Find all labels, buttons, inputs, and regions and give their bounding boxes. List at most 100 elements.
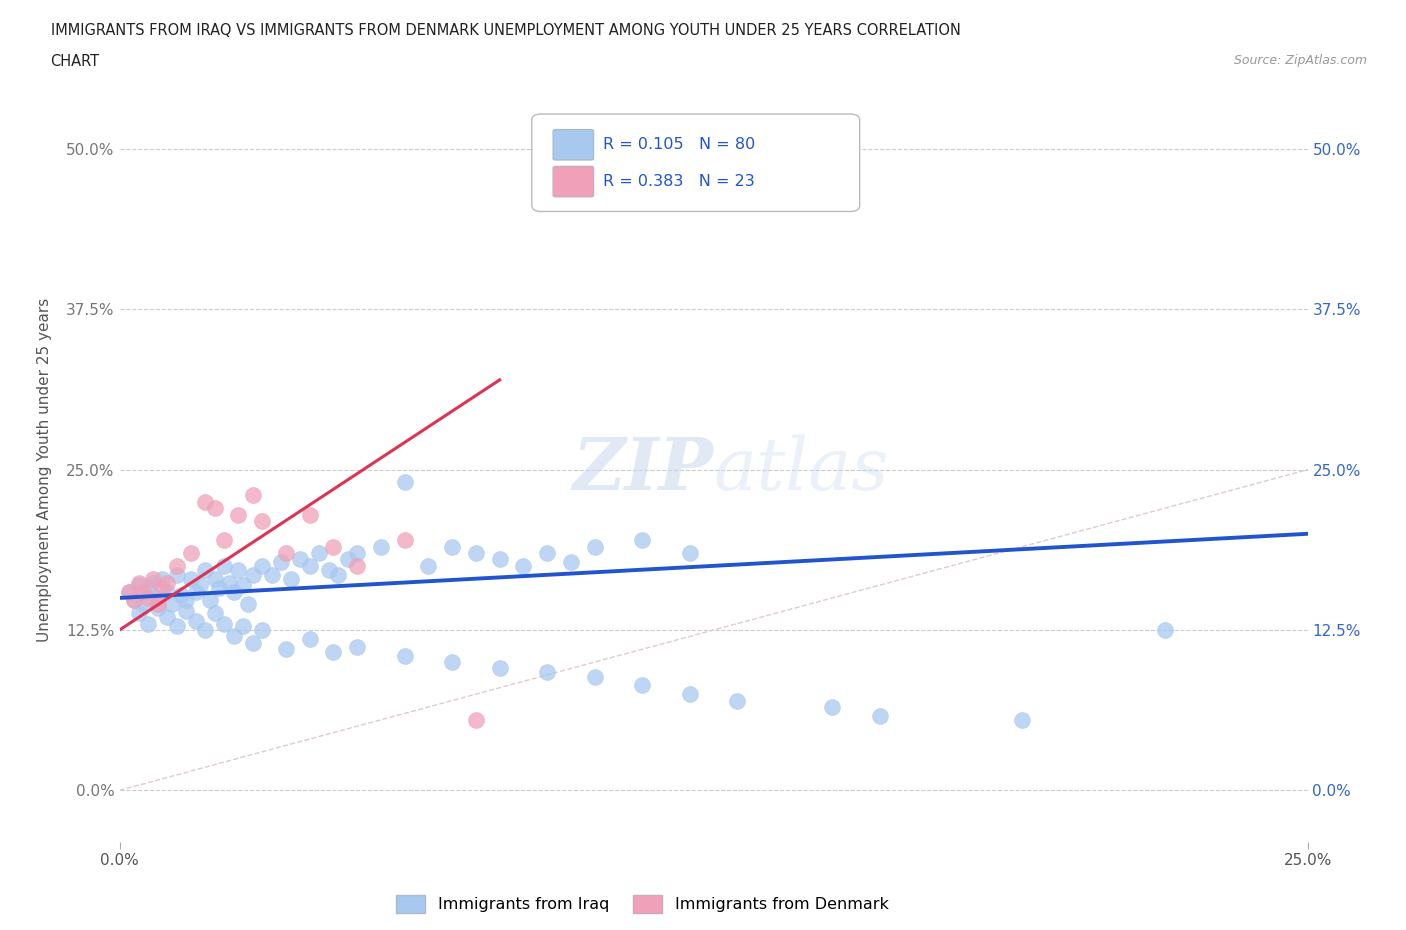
Point [260,567,283,582]
Point [536,665,558,680]
Point [536,546,558,561]
Point [166,618,188,633]
Point [198,593,221,608]
FancyBboxPatch shape [553,129,593,160]
Text: ZIP: ZIP [572,434,713,505]
Point [146,601,169,616]
Point [250,622,273,637]
Point [394,648,416,663]
Point [128,575,150,590]
Point [464,712,488,727]
Point [170,588,193,603]
Text: CHART: CHART [51,54,100,69]
Point [222,584,245,599]
Point [232,578,254,592]
Point [250,558,273,573]
Point [232,618,254,633]
FancyBboxPatch shape [553,166,593,197]
Point [118,584,141,599]
Point [184,584,207,599]
Point [288,552,311,567]
Point [156,584,179,599]
Point [308,546,330,561]
Point [142,571,165,586]
Point [174,604,197,618]
Point [150,580,173,595]
Text: atlas: atlas [713,434,889,505]
Point [142,575,165,590]
Point [346,546,368,561]
Point [631,678,654,693]
Point [441,539,464,554]
Point [194,563,217,578]
Point [212,533,235,548]
Point [166,558,188,573]
Point [280,571,302,586]
Point [212,558,235,573]
Point [394,533,416,548]
Point [298,631,321,646]
Point [394,475,416,490]
Point [418,558,440,573]
Point [560,554,582,569]
Point [156,575,179,590]
Point [336,552,359,567]
Text: R = 0.383   N = 23: R = 0.383 N = 23 [603,174,755,189]
Point [236,597,259,612]
Point [464,546,488,561]
Point [174,593,197,608]
Point [122,593,145,608]
Point [228,563,250,578]
FancyBboxPatch shape [531,114,859,211]
Point [488,661,510,676]
Point [194,494,217,509]
Point [160,597,183,612]
Point [146,597,169,612]
Point [128,605,150,620]
Point [208,580,231,595]
Point [679,686,702,701]
Point [298,558,321,573]
Point [488,552,510,567]
Point [1154,622,1177,637]
Point [188,578,211,592]
Point [821,699,844,714]
Point [228,507,250,522]
Point [270,554,292,569]
Point [194,622,217,637]
Point [122,593,145,608]
Point [218,575,240,590]
Text: R = 0.105   N = 80: R = 0.105 N = 80 [603,138,755,153]
Point [132,584,155,599]
Point [180,571,202,586]
Point [346,558,368,573]
Point [128,578,150,592]
Point [204,571,226,586]
Point [184,614,207,629]
Point [204,500,226,515]
Text: Source: ZipAtlas.com: Source: ZipAtlas.com [1233,54,1367,67]
Point [346,639,368,654]
Y-axis label: Unemployment Among Youth under 25 years: Unemployment Among Youth under 25 years [38,298,52,642]
Point [180,546,202,561]
Point [441,655,464,670]
Point [136,591,159,605]
Point [274,546,297,561]
Legend: Immigrants from Iraq, Immigrants from Denmark: Immigrants from Iraq, Immigrants from De… [389,889,894,919]
Point [150,571,173,586]
Point [583,670,606,684]
Point [242,488,264,503]
Point [136,580,159,595]
Point [242,635,264,650]
Point [222,629,245,644]
Point [132,597,155,612]
Point [298,507,321,522]
Point [118,584,141,599]
Point [250,513,273,528]
Point [322,539,344,554]
Point [1011,712,1033,727]
Point [725,693,748,708]
Point [326,567,349,582]
Point [679,546,702,561]
Point [512,558,534,573]
